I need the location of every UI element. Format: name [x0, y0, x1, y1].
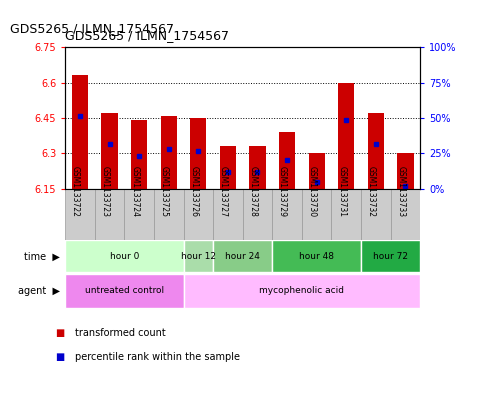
Bar	[125, 189, 154, 240]
Bar	[184, 274, 420, 308]
Text: GSM1133722: GSM1133722	[71, 166, 80, 217]
Text: GSM1133731: GSM1133731	[337, 166, 346, 217]
Text: hour 48: hour 48	[299, 252, 334, 261]
Bar	[161, 116, 177, 189]
Text: percentile rank within the sample: percentile rank within the sample	[75, 352, 240, 362]
Text: GSM1133733: GSM1133733	[397, 165, 405, 217]
Text: agent  ▶: agent ▶	[18, 286, 60, 296]
Text: transformed count: transformed count	[75, 328, 166, 338]
Text: GDS5265 / ILMN_1754567: GDS5265 / ILMN_1754567	[10, 22, 174, 35]
Bar	[249, 146, 266, 189]
Text: mycophenolic acid: mycophenolic acid	[259, 286, 344, 295]
Text: GSM1133723: GSM1133723	[100, 166, 110, 217]
Bar	[368, 113, 384, 189]
Bar	[184, 189, 213, 240]
Bar	[101, 113, 118, 189]
Text: GSM1133724: GSM1133724	[130, 166, 139, 217]
Bar	[361, 241, 420, 272]
Text: GDS5265 / ILMN_1754567: GDS5265 / ILMN_1754567	[65, 29, 229, 42]
Bar	[398, 153, 413, 189]
Bar	[309, 153, 325, 189]
Bar	[95, 189, 125, 240]
Text: GSM1133728: GSM1133728	[248, 166, 257, 217]
Bar	[272, 241, 361, 272]
Bar	[65, 241, 184, 272]
Bar	[220, 146, 236, 189]
Bar	[338, 83, 355, 189]
Bar	[190, 118, 206, 189]
Text: GSM1133729: GSM1133729	[278, 166, 287, 217]
Text: ■: ■	[56, 328, 65, 338]
Bar	[361, 189, 391, 240]
Text: hour 12: hour 12	[181, 252, 216, 261]
Bar	[72, 75, 88, 189]
Text: hour 72: hour 72	[373, 252, 408, 261]
Text: hour 0: hour 0	[110, 252, 139, 261]
Bar	[154, 189, 184, 240]
Text: GSM1133725: GSM1133725	[160, 166, 169, 217]
Text: hour 24: hour 24	[225, 252, 260, 261]
Text: GSM1133727: GSM1133727	[219, 166, 228, 217]
Bar	[65, 189, 95, 240]
Text: ■: ■	[56, 352, 65, 362]
Bar	[272, 189, 302, 240]
Text: GSM1133732: GSM1133732	[367, 166, 376, 217]
Text: untreated control: untreated control	[85, 286, 164, 295]
Text: GSM1133730: GSM1133730	[308, 165, 317, 217]
Bar	[184, 241, 213, 272]
Bar	[213, 189, 242, 240]
Bar	[242, 189, 272, 240]
Bar	[302, 189, 331, 240]
Bar	[331, 189, 361, 240]
Bar	[65, 274, 184, 308]
Text: GSM1133726: GSM1133726	[189, 166, 199, 217]
Bar	[279, 132, 295, 189]
Bar	[213, 241, 272, 272]
Text: time  ▶: time ▶	[25, 252, 60, 261]
Bar	[131, 120, 147, 189]
Bar	[391, 189, 420, 240]
